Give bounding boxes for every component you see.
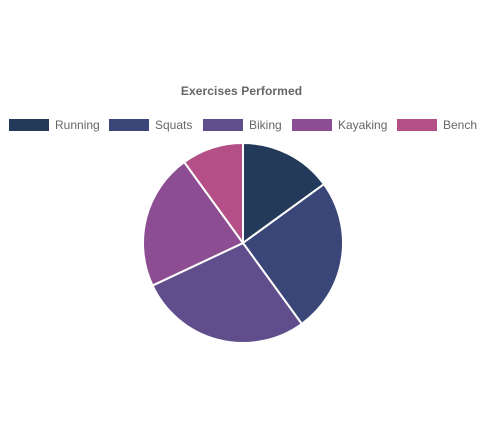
pie-slice-biking[interactable]	[151, 241, 304, 344]
chart-legend: Running Squats Biking Kayaking Bench	[0, 118, 483, 134]
pie-slice-squats[interactable]	[241, 182, 344, 326]
legend-label-kayaking: Kayaking	[338, 118, 388, 132]
legend-label-squats: Squats	[155, 118, 193, 132]
legend-swatch-running	[9, 119, 49, 131]
legend-swatch-bench	[397, 119, 437, 131]
pie-slice-running[interactable]	[242, 141, 326, 245]
pie-slice-kayaking[interactable]	[142, 160, 245, 287]
legend-label-biking: Biking	[249, 118, 282, 132]
chart-title: Exercises Performed	[180, 84, 303, 98]
legend-label-bench: Bench	[443, 118, 478, 132]
legend-swatch-biking	[203, 119, 243, 131]
pie-slice-bench[interactable]	[182, 141, 244, 247]
legend-label-running: Running	[55, 118, 100, 132]
legend-swatch-squats	[109, 119, 149, 131]
legend-swatch-kayaking	[292, 119, 332, 131]
